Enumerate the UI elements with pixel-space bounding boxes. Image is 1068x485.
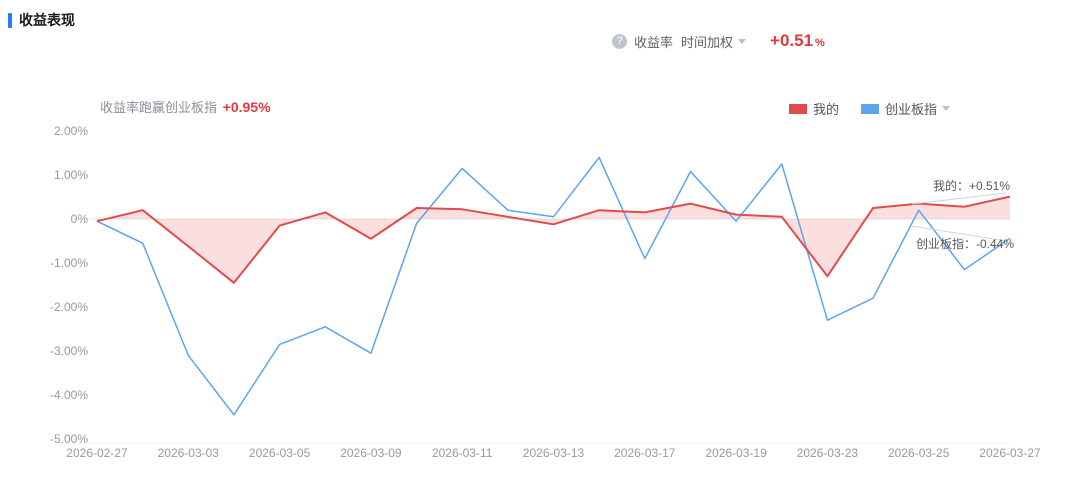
- svg-text:2026-03-11: 2026-03-11: [432, 446, 493, 460]
- svg-text:2.00%: 2.00%: [54, 124, 88, 138]
- chevron-down-icon: [738, 38, 747, 44]
- svg-text:2026-03-25: 2026-03-25: [888, 446, 950, 460]
- svg-text:2026-02-27: 2026-02-27: [66, 446, 128, 460]
- mine-annotation: 我的：+0.51%: [933, 178, 1010, 193]
- title-accent-bar: [8, 12, 12, 28]
- subtitle-label: 收益率跑赢创业板指: [100, 100, 218, 115]
- svg-text:-4.00%: -4.00%: [50, 388, 88, 402]
- svg-text:0%: 0%: [71, 212, 89, 226]
- index-series-line[interactable]: [96, 156, 1011, 416]
- metric-label: 收益率: [634, 34, 674, 50]
- section-header: 收益表现: [8, 10, 75, 30]
- metric-row: ? 收益率 时间加权 +0.51%: [612, 30, 825, 52]
- metric-value: +0.51%: [770, 31, 825, 51]
- legend-item-mine[interactable]: 我的: [788, 99, 839, 118]
- legend-item-index[interactable]: 创业板指: [860, 99, 950, 118]
- svg-text:2026-03-23: 2026-03-23: [797, 446, 859, 460]
- svg-text:-3.00%: -3.00%: [50, 344, 88, 358]
- svg-text:2026-03-17: 2026-03-17: [614, 446, 676, 460]
- svg-text:1.00%: 1.00%: [54, 168, 88, 182]
- legend-mine-label: 我的: [812, 102, 839, 117]
- x-axis-labels: 2026-02-27 2026-03-03 2026-03-05 2026-03-09…: [66, 446, 1041, 460]
- legend-index-label: 创业板指: [884, 102, 937, 117]
- svg-text:2026-03-27: 2026-03-27: [979, 446, 1041, 460]
- mine-series-line[interactable]: [96, 195, 1011, 284]
- y-axis-labels: 2.00% 1.00% 0% -1.00% -2.00% -3.00% -4.00% -5.0…: [50, 124, 88, 446]
- chart-subtitle: 收益率跑赢创业板指 +0.95%: [100, 97, 271, 116]
- chevron-down-icon: [942, 106, 950, 111]
- svg-text:-1.00%: -1.00%: [50, 256, 88, 270]
- index-swatch: [860, 103, 879, 114]
- metric-unit: %: [815, 37, 825, 49]
- index-annotation: 创业板指：-0.44%: [916, 236, 1014, 251]
- svg-text:2026-03-19: 2026-03-19: [705, 446, 767, 460]
- svg-text:-5.00%: -5.00%: [50, 432, 88, 446]
- weighting-dropdown[interactable]: 时间加权: [681, 32, 747, 51]
- svg-text:-2.00%: -2.00%: [50, 300, 88, 314]
- page-title: 收益表现: [19, 12, 75, 28]
- mine-annotation-leader: [911, 192, 1007, 205]
- index-annotation-leader: [911, 225, 1007, 242]
- svg-text:2026-03-09: 2026-03-09: [340, 446, 402, 460]
- mine-swatch: [788, 103, 807, 114]
- legend: 我的 创业板指: [788, 99, 950, 118]
- help-icon[interactable]: ?: [612, 33, 627, 49]
- svg-text:2026-03-03: 2026-03-03: [158, 446, 220, 460]
- svg-text:2026-03-13: 2026-03-13: [523, 446, 585, 460]
- weighting-label: 时间加权: [681, 34, 734, 50]
- metric-value-number: +0.51: [770, 31, 814, 50]
- svg-text:2026-03-05: 2026-03-05: [249, 446, 311, 460]
- subtitle-value: +0.95%: [222, 99, 271, 115]
